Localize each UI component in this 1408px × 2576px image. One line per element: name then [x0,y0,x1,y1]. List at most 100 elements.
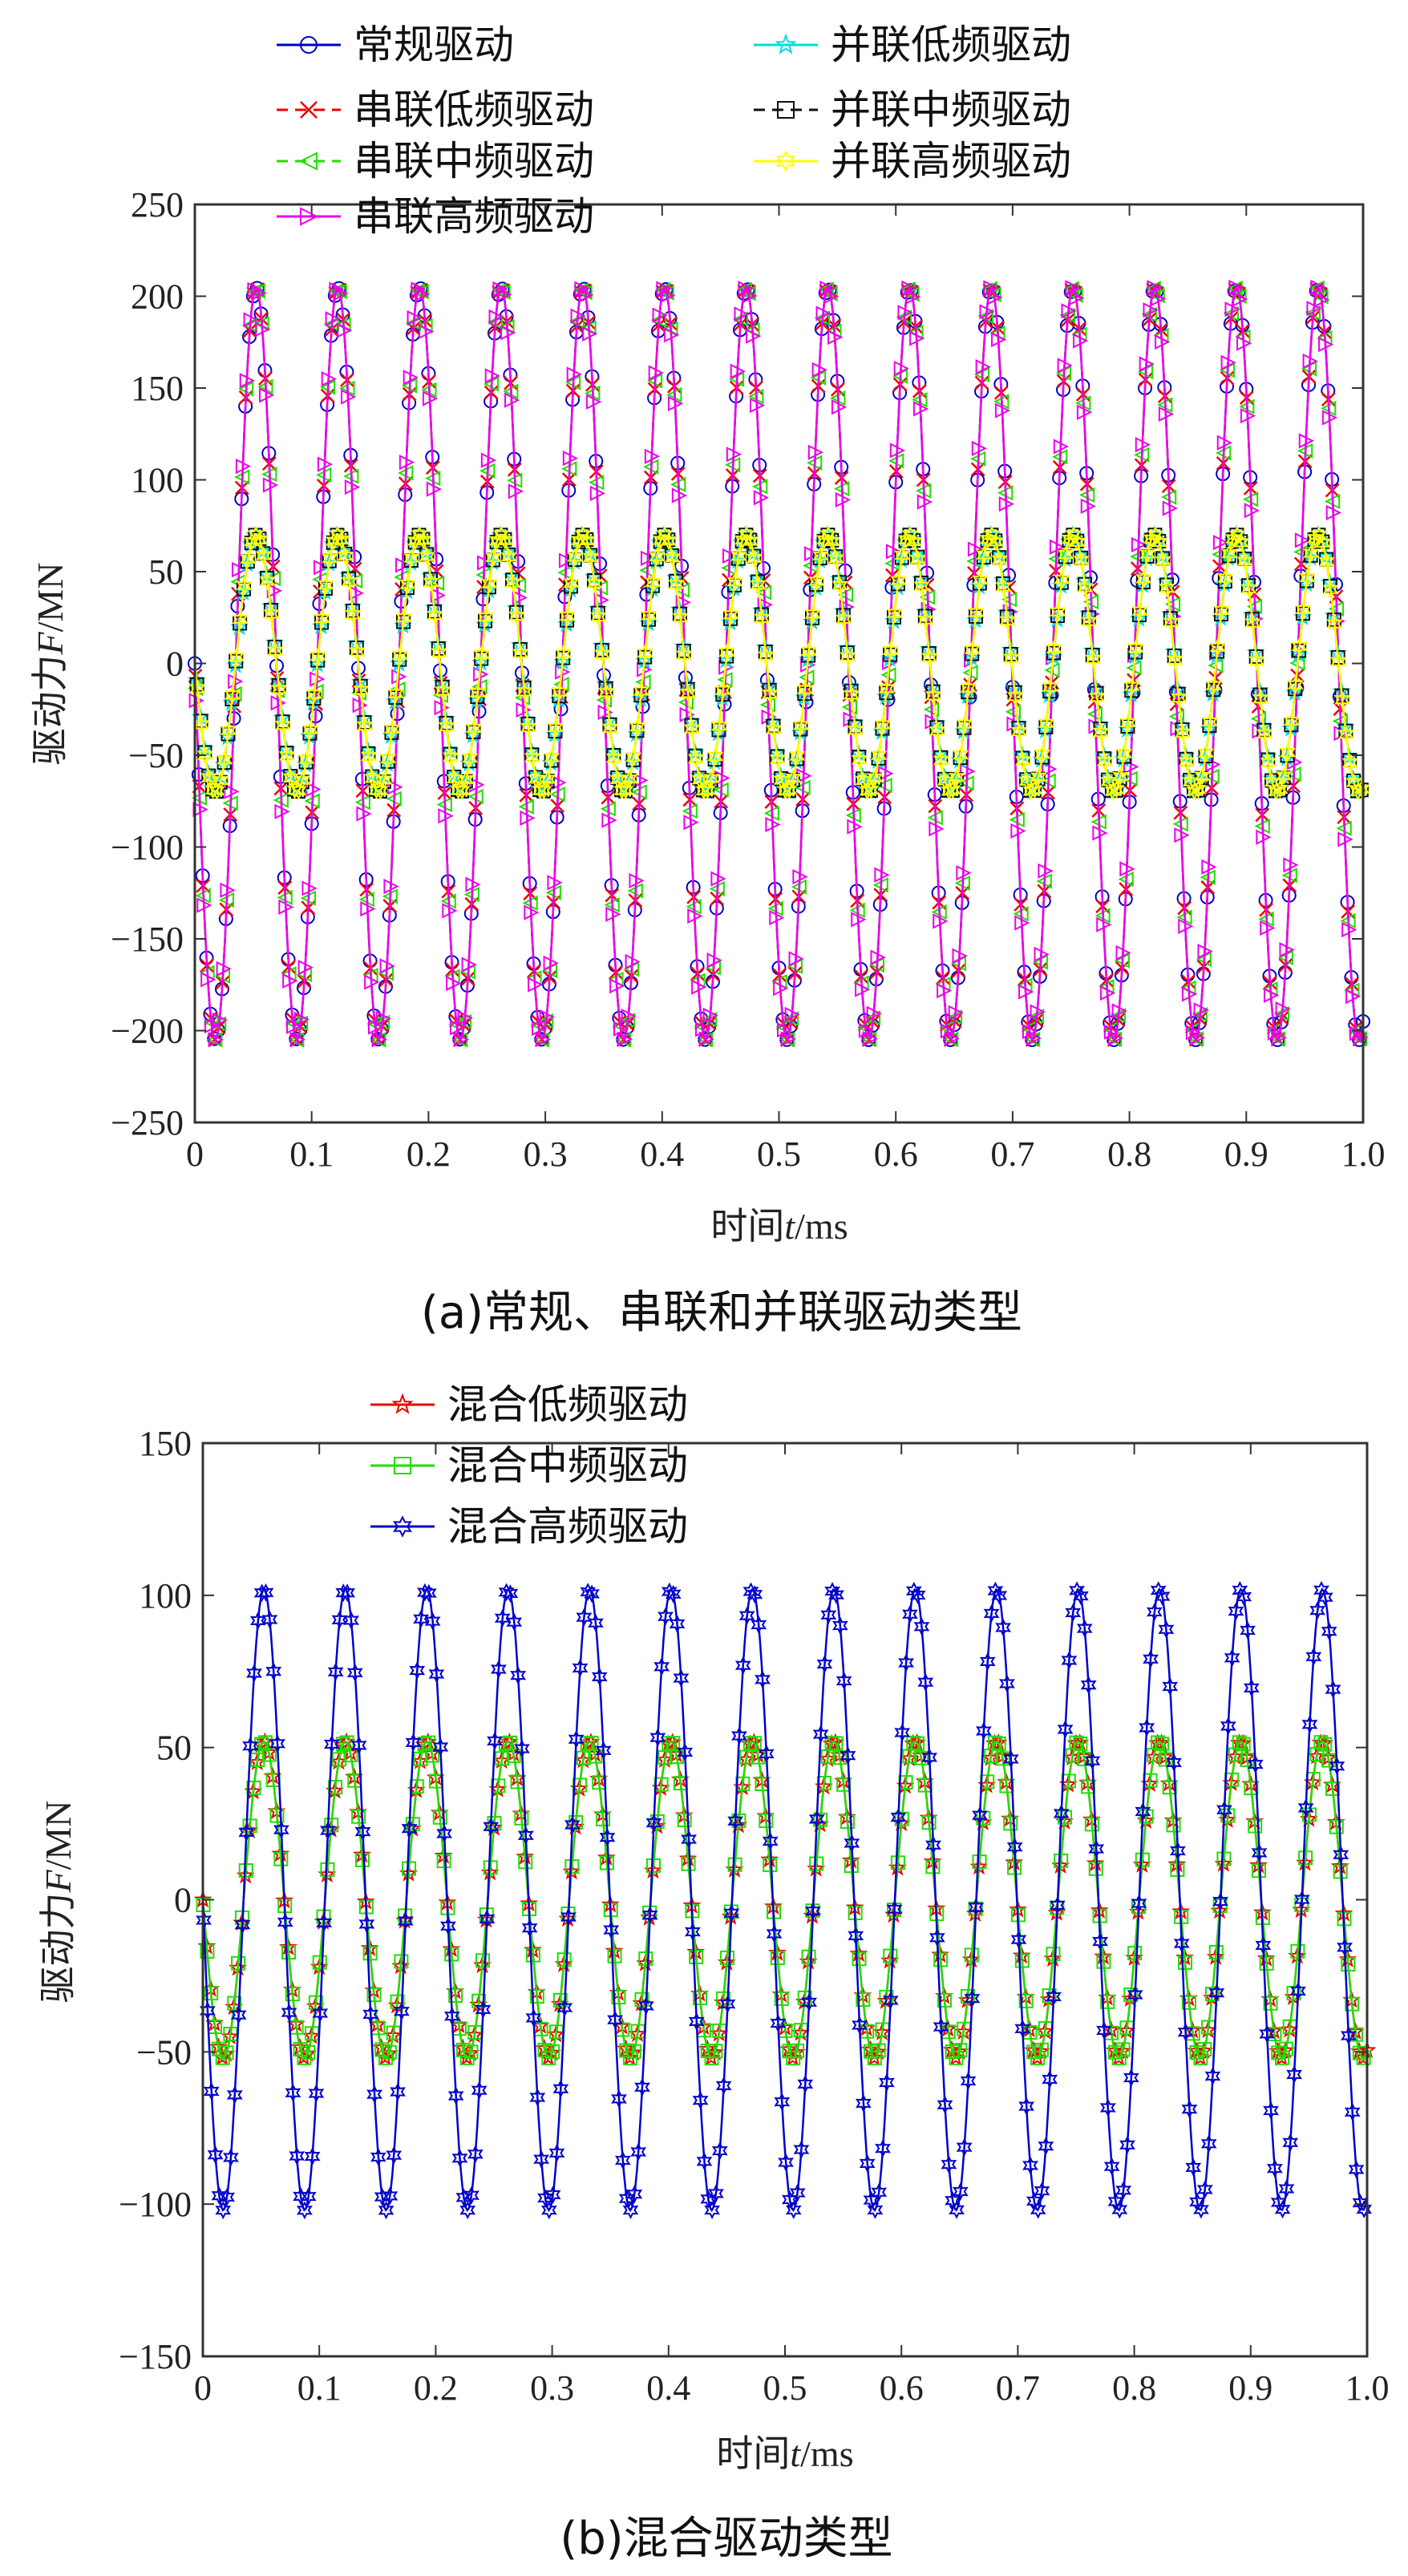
series-point [917,610,934,629]
series-point [423,573,439,592]
series-point [910,1736,925,1751]
series-point [1232,291,1248,307]
series-point [341,572,358,592]
series-point [1073,1737,1088,1752]
series-point [366,1988,382,2003]
series-point [929,1928,945,1947]
series-point [1275,2050,1290,2065]
series-point [431,643,447,662]
series-point [727,1811,744,1830]
series-point [399,575,416,594]
series-point [290,781,307,800]
series-point [683,815,699,831]
series-point [434,700,450,716]
series-point [1096,916,1112,932]
series-point [925,1835,941,1854]
series-point [337,547,354,566]
series-point [676,645,693,665]
series-point [317,456,334,472]
series-point [680,684,697,703]
series-point [851,912,867,928]
series-point [1158,406,1175,423]
series-point [312,2004,329,2023]
series-point [1255,1935,1272,1955]
series-point [820,1605,837,1624]
x-tick-label: 0.7 [990,1134,1034,1174]
series-point [1309,1601,1326,1620]
series-point [848,1926,864,1945]
series-point [785,769,802,788]
series-point [1062,530,1078,548]
series-point [463,2186,479,2205]
series-point [463,2044,479,2060]
series-point [758,1745,775,1763]
series-point [875,2139,891,2158]
series-point [372,781,389,800]
series-point [200,972,216,988]
series-point [1318,337,1334,353]
series-point [1069,290,1085,306]
series-point [1061,1651,1078,1670]
series-point [323,1735,340,1753]
series-point [289,1032,306,1048]
series-point [357,717,373,736]
series-point [494,1608,511,1628]
series-point [1069,1581,1085,1600]
series-point [952,948,968,964]
series-point [263,605,280,624]
series-point [255,546,272,565]
series-point [755,1670,771,1689]
series-point [556,1998,573,2017]
series-point [835,1672,852,1690]
series-point [327,1662,344,1681]
legend-entry: 串联中频驱动 [277,138,594,184]
series-point [835,491,852,508]
series-point [1177,2023,1194,2042]
x-tick-label: 0.3 [524,1134,568,1174]
series-point [1018,984,1034,1000]
series-point [525,1947,540,1963]
legend-entry: 并联高频驱动 [754,138,1071,184]
series-point [1236,1587,1252,1607]
series-point [216,750,233,770]
series-point [1034,946,1050,962]
series-point [972,1806,988,1825]
series-point [1119,2135,1135,2154]
series-point [475,1953,491,1968]
series-point [1030,767,1047,787]
series-point [333,531,350,550]
series-point [902,1604,918,1624]
series-point [199,2001,216,2020]
series-point [379,958,395,974]
series-point [1022,2156,1038,2175]
series-point [374,2042,390,2057]
series-point [855,981,871,997]
series-point [766,1924,783,1943]
series-point [774,2093,791,2112]
series-point [1193,1002,1209,1018]
series-point [645,1814,662,1833]
y-tick-label: −150 [111,920,184,959]
y-tick-label: 100 [131,461,184,500]
series-point [1103,1024,1120,1040]
series-point [1042,2070,1058,2089]
series-point [894,546,911,565]
series-point [1205,676,1222,695]
series-point [711,2141,728,2161]
series-point [828,1736,844,1751]
series-point [855,2093,872,2113]
series-point [649,1728,666,1747]
series-point [278,899,294,916]
series-point [730,547,747,566]
series-point [871,2043,886,2058]
series-point [1049,1895,1066,1915]
series-point [266,583,282,599]
series-point [500,548,517,567]
y-tick-label: −250 [111,1103,184,1142]
series-point [403,370,419,386]
series-point [537,2189,553,2207]
series-point [411,281,427,297]
series-point [432,1810,447,1825]
series-point [1271,2045,1286,2060]
x-tick-label: 1.0 [1345,2368,1390,2408]
